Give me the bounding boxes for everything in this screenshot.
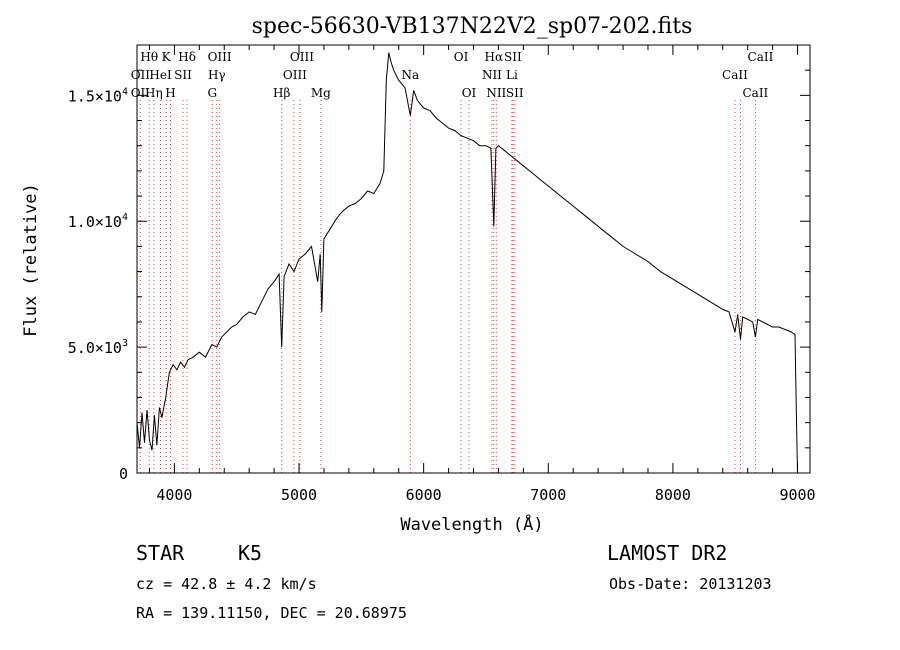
x-tick-label: 8000	[655, 486, 691, 504]
line-label: SII	[174, 68, 192, 82]
y-tick-label: 0	[119, 465, 128, 483]
line-label: H	[165, 86, 175, 100]
line-label: K	[162, 50, 172, 64]
line-label: HeI	[149, 68, 172, 82]
line-label: Hη	[145, 86, 163, 100]
line-label: OI	[462, 86, 477, 100]
plot-frame	[136, 44, 811, 474]
line-label: NII	[486, 86, 506, 100]
y-axis-label: Flux (relative)	[21, 183, 41, 337]
line-label: Mg	[311, 86, 331, 100]
line-label: CaII	[742, 86, 768, 100]
line-label: Hδ	[178, 50, 196, 64]
x-tick-label: 5000	[281, 486, 317, 504]
line-label: Hγ	[208, 68, 226, 82]
ra-dec-coordinates: RA = 139.11150, DEC = 20.68975	[136, 604, 407, 622]
line-label: OIII	[283, 68, 307, 82]
line-label: Hα	[485, 50, 504, 64]
spectral-line-markers	[139, 100, 756, 473]
y-axis: 0 5.0×103 1.0×104 1.5×104	[68, 44, 810, 483]
y-tick-label: 5.0×103	[68, 338, 128, 357]
line-label: Na	[401, 68, 419, 82]
x-axis: 4000 5000 6000 7000 8000 9000	[148, 45, 816, 504]
y-tick-label: 1.0×104	[68, 212, 128, 231]
line-label: NII	[482, 68, 502, 82]
line-label: CaII	[748, 50, 774, 64]
x-tick-label: 7000	[530, 486, 566, 504]
y-tick-label: 1.5×104	[68, 86, 128, 105]
line-label: CaII	[722, 68, 748, 82]
x-tick-label: 6000	[406, 486, 442, 504]
line-label: OIII	[290, 50, 314, 64]
spectrum-line	[136, 52, 798, 474]
object-class: STAR	[136, 541, 185, 565]
line-label: Hθ	[140, 50, 158, 64]
line-label: Li	[506, 68, 518, 82]
survey-name: LAMOST DR2	[607, 541, 728, 565]
line-label: G	[207, 86, 217, 100]
line-label: OII	[131, 86, 151, 100]
line-label: OIII	[208, 50, 232, 64]
x-axis-label: Wavelength (Å)	[400, 513, 543, 535]
observation-date: Obs-Date: 20131203	[609, 575, 772, 593]
x-tick-label: 4000	[156, 486, 192, 504]
line-label: OI	[454, 50, 469, 64]
redshift-cz: cz = 42.8 ± 4.2 km/s	[136, 575, 317, 593]
object-subclass: K5	[238, 541, 263, 565]
line-label: SII	[506, 86, 524, 100]
x-tick-label: 9000	[779, 486, 815, 504]
line-label: OII	[131, 68, 151, 82]
line-label: SII	[504, 50, 522, 64]
chart-title: spec-56630-VB137N22V2_sp07-202.fits	[252, 14, 693, 39]
line-label: Hβ	[273, 86, 290, 100]
